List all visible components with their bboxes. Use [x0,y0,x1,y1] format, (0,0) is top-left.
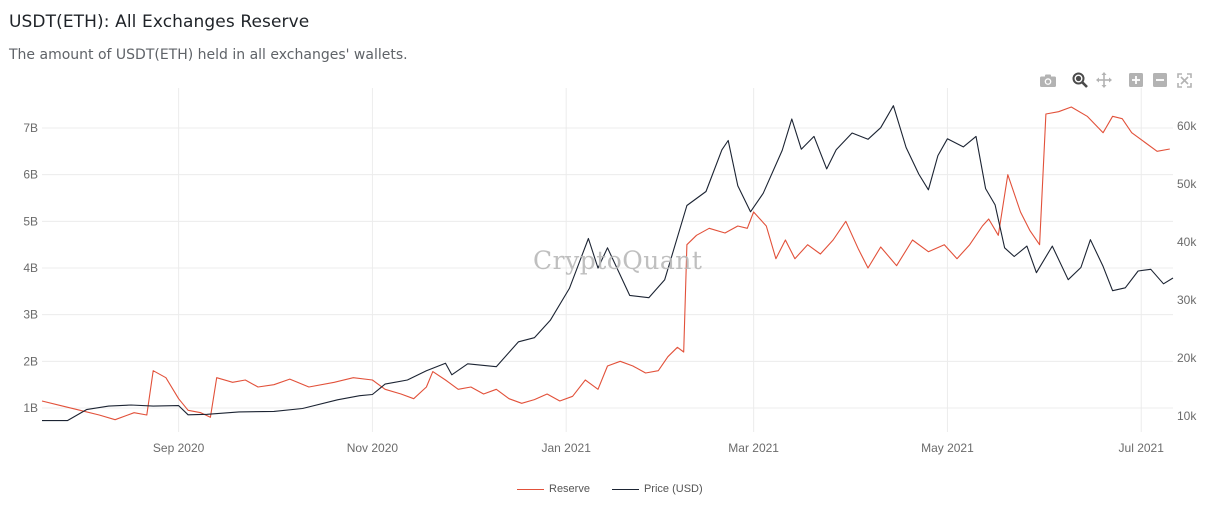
y-left-tick-label: 7B [23,121,38,135]
autoscale-icon[interactable] [1172,71,1196,89]
y-right-tick-label: 40k [1177,235,1197,249]
chart-subtitle: The amount of USDT(ETH) held in all exch… [9,47,408,63]
legend-swatch-price [611,488,639,490]
x-tick-label: Nov 2020 [347,441,399,455]
y-right-tick-label: 10k [1177,409,1197,423]
x-tick-label: Sep 2020 [153,441,205,455]
y-right-tick-label: 60k [1177,119,1197,133]
x-tick-label: May 2021 [921,441,974,455]
x-tick-label: Jan 2021 [542,441,592,455]
x-tick-label: Mar 2021 [728,441,779,455]
series-line-reserve [41,106,1170,421]
y-left-tick-label: 1B [23,401,38,415]
y-right-tick-label: 30k [1177,293,1197,307]
chart-toolbar [1036,71,1196,89]
legend-label-reserve: Reserve [549,483,590,495]
y-left-tick-label: 6B [23,168,38,182]
y-right-tick-label: 50k [1177,177,1197,191]
zoom-icon[interactable] [1068,71,1092,89]
y-left-tick-label: 5B [23,214,38,228]
y-left-tick-label: 3B [23,308,38,322]
chart-legend: Reserve Price (USD) [517,483,703,495]
y-left-tick-label: 2B [23,354,38,368]
legend-item-price[interactable]: Price (USD) [611,483,703,495]
zoom-in-icon[interactable] [1124,71,1148,89]
legend-item-reserve[interactable]: Reserve [517,483,590,495]
watermark: CryptoQuant [533,246,703,275]
y-left-tick-label: 4B [23,261,38,275]
pan-icon[interactable] [1092,71,1116,89]
camera-icon[interactable] [1036,71,1060,89]
y-right-tick-label: 20k [1177,351,1197,365]
x-tick-label: Jul 2021 [1119,441,1165,455]
series-line-price [42,105,1174,422]
legend-label-price: Price (USD) [643,483,703,495]
legend-swatch-reserve [517,488,544,490]
zoom-out-icon[interactable] [1148,71,1172,89]
chart-title: USDT(ETH): All Exchanges Reserve [9,12,310,32]
